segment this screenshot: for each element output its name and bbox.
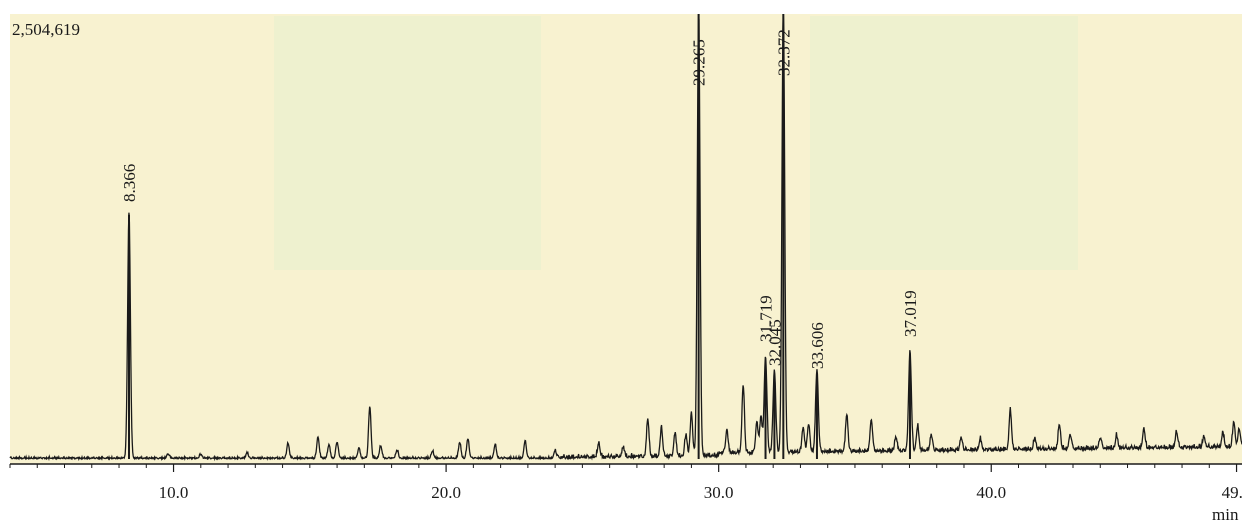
x-ticks: 10.0 20.0 30.0 40.0 49.0 — [9, 464, 1242, 502]
chromatogram-trace — [9, 13, 1242, 462]
trace-group — [9, 13, 1242, 462]
peak-label-33.606: 33.606 — [808, 322, 827, 369]
peak-label-31.719: 31.719 — [757, 295, 776, 342]
peak-label-32.045: 32.045 — [765, 319, 784, 366]
shaded-region-left — [274, 16, 541, 270]
peak-label-32.372: 32.372 — [774, 29, 793, 76]
peak-label-37.019: 37.019 — [901, 290, 920, 337]
x-axis-unit-label: min — [1212, 505, 1239, 523]
x-tick-label-49.0: 49.0 — [1222, 483, 1242, 502]
peak-label-29.265: 29.265 — [690, 39, 709, 86]
peak-label-8.366: 8.366 — [120, 164, 139, 202]
x-tick-label-30.0: 30.0 — [704, 483, 734, 502]
x-tick-label-20.0: 20.0 — [431, 483, 461, 502]
x-tick-label-40.0: 40.0 — [976, 483, 1006, 502]
shaded-region-right — [810, 16, 1078, 270]
x-tick-label-10.0: 10.0 — [159, 483, 189, 502]
y-max-label: 2,504,619 — [12, 20, 80, 39]
